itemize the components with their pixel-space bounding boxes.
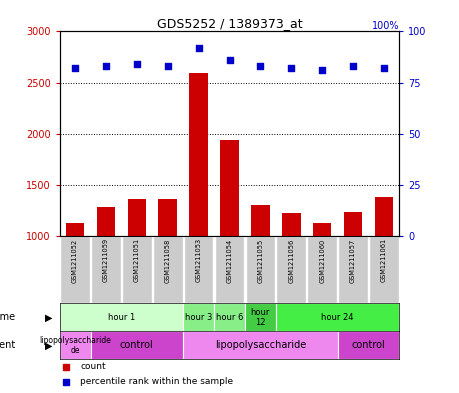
Bar [220, 140, 239, 339]
Bar [97, 207, 115, 339]
Text: hour 3: hour 3 [185, 313, 213, 322]
Text: GSM1211054: GSM1211054 [226, 238, 233, 283]
Text: percentile rank within the sample: percentile rank within the sample [80, 377, 233, 386]
Bar [66, 223, 84, 339]
Point [195, 45, 202, 51]
Bar [60, 331, 90, 359]
Point [133, 61, 140, 67]
Text: GSM1211059: GSM1211059 [103, 238, 109, 283]
Bar [246, 236, 275, 303]
Text: GSM1211061: GSM1211061 [381, 238, 387, 283]
Point [226, 57, 233, 63]
Bar [184, 236, 213, 303]
Bar [308, 236, 337, 303]
Bar [282, 213, 301, 339]
Title: GDS5252 / 1389373_at: GDS5252 / 1389373_at [157, 17, 302, 30]
Bar [190, 73, 208, 339]
Text: ▶: ▶ [45, 340, 53, 350]
Bar [60, 303, 183, 331]
Text: hour
12: hour 12 [251, 308, 270, 327]
Text: count: count [80, 362, 106, 371]
Bar [90, 331, 183, 359]
Point [164, 63, 171, 70]
Text: GSM1211058: GSM1211058 [165, 238, 171, 283]
Text: hour 6: hour 6 [216, 313, 243, 322]
Point [380, 65, 387, 72]
Bar [128, 200, 146, 339]
Bar [153, 236, 183, 303]
Text: lipopolysaccharide
de: lipopolysaccharide de [39, 336, 111, 355]
Text: GSM1211055: GSM1211055 [257, 238, 263, 283]
Bar [214, 303, 245, 331]
Text: GSM1211060: GSM1211060 [319, 238, 325, 283]
Bar [60, 236, 90, 303]
Point [257, 63, 264, 70]
Text: lipopolysaccharide: lipopolysaccharide [215, 340, 306, 350]
Text: control: control [120, 340, 154, 350]
Bar [183, 303, 214, 331]
Bar [276, 303, 399, 331]
Text: 100%: 100% [372, 22, 399, 31]
Text: hour 1: hour 1 [108, 313, 135, 322]
Bar [375, 197, 393, 339]
Point [288, 65, 295, 72]
Bar [215, 236, 244, 303]
Bar [245, 303, 276, 331]
Bar [183, 331, 337, 359]
Point [72, 65, 79, 72]
Point [102, 63, 110, 70]
Bar [251, 205, 269, 339]
Text: GSM1211052: GSM1211052 [72, 238, 78, 283]
Bar [338, 236, 368, 303]
Text: GSM1211051: GSM1211051 [134, 238, 140, 283]
Bar [344, 212, 362, 339]
Text: hour 24: hour 24 [321, 313, 354, 322]
Bar [158, 200, 177, 339]
Bar [313, 223, 331, 339]
Point [349, 63, 357, 70]
Text: agent: agent [0, 340, 16, 350]
Text: control: control [352, 340, 385, 350]
Bar [337, 331, 399, 359]
Text: GSM1211056: GSM1211056 [288, 238, 294, 283]
Bar [122, 236, 151, 303]
Bar [91, 236, 121, 303]
Text: ▶: ▶ [45, 312, 53, 322]
Text: time: time [0, 312, 16, 322]
Bar [369, 236, 399, 303]
Text: GSM1211057: GSM1211057 [350, 238, 356, 283]
Bar [276, 236, 306, 303]
Text: GSM1211053: GSM1211053 [196, 238, 202, 283]
Point [319, 67, 326, 73]
